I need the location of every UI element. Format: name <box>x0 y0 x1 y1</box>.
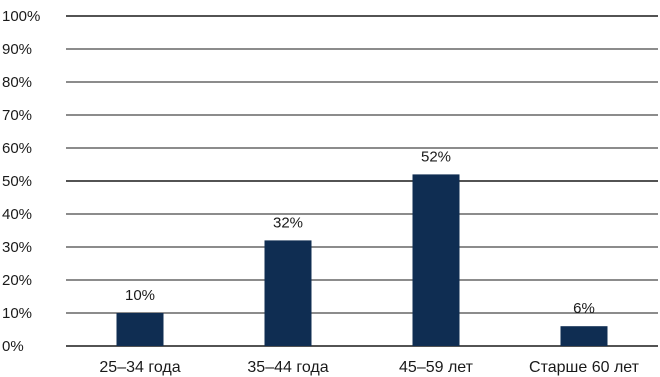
y-tick-label: 80% <box>2 74 32 91</box>
y-tick-label: 100% <box>2 8 40 25</box>
x-tick-label: 25–34 года <box>99 359 180 376</box>
y-tick-label: 50% <box>2 173 32 190</box>
y-tick-label: 60% <box>2 140 32 157</box>
bar <box>116 313 164 346</box>
y-tick-label: 20% <box>2 272 32 289</box>
data-label: 6% <box>573 300 595 317</box>
bars <box>116 174 608 346</box>
y-tick-label: 90% <box>2 41 32 58</box>
y-tick-label: 70% <box>2 107 32 124</box>
bar <box>264 240 312 346</box>
y-axis: 0% 10% 20% 30% 40% 50% 60% 70% 80% 90% 100% <box>2 8 40 355</box>
gridlines <box>66 15 658 347</box>
y-tick-label: 40% <box>2 206 32 223</box>
data-label: 32% <box>273 214 303 231</box>
y-tick-label: 0% <box>2 338 24 355</box>
bar <box>412 174 460 346</box>
bar <box>560 326 608 346</box>
data-label: 52% <box>421 148 451 165</box>
x-tick-label: Старше 60 лет <box>529 359 640 376</box>
data-labels: 10% 32% 52% 6% <box>125 148 595 317</box>
y-tick-label: 10% <box>2 305 32 322</box>
x-tick-label: 35–44 года <box>247 359 328 376</box>
y-tick-label: 30% <box>2 239 32 256</box>
x-tick-label: 45–59 лет <box>399 359 474 376</box>
data-label: 10% <box>125 287 155 304</box>
x-axis: 25–34 года 35–44 года 45–59 лет Старше 60 л… <box>99 359 639 376</box>
